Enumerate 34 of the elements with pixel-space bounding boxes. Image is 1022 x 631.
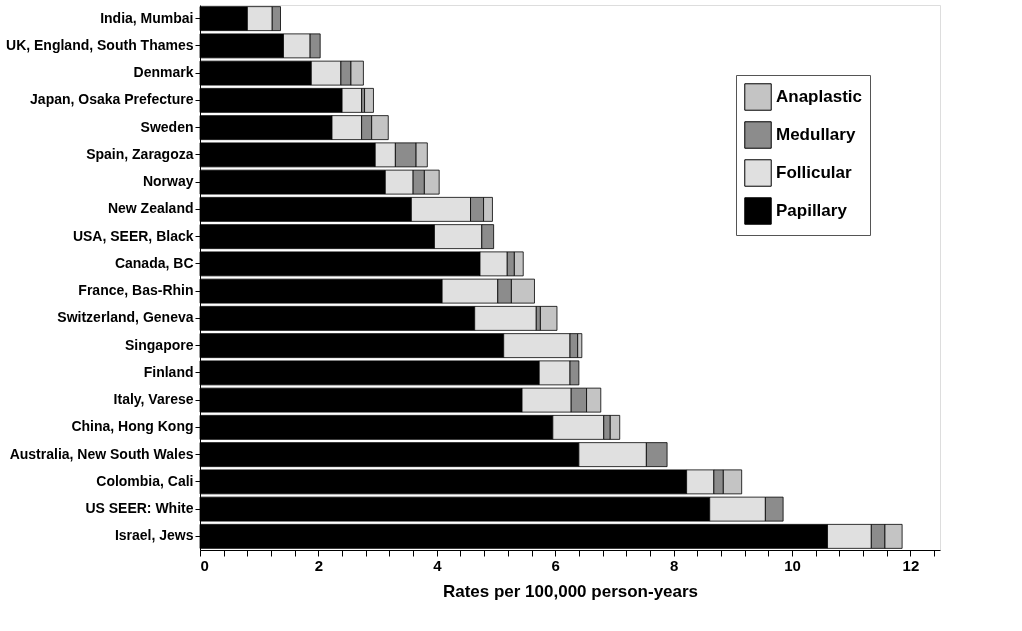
- y-tick-label: Spain, Zaragoza: [86, 145, 194, 162]
- legend-label: Medullary: [776, 125, 856, 144]
- y-tick-label: Japan, Osaka Prefecture: [30, 91, 194, 108]
- x-tick-label: 10: [784, 556, 801, 574]
- x-tick-label: 0: [200, 556, 209, 574]
- bar: [364, 87, 374, 113]
- bar: [540, 305, 558, 331]
- legend-label: Follicular: [776, 163, 852, 182]
- x-tick-label: 4: [433, 556, 443, 574]
- y-tick-label: Sweden: [140, 118, 194, 135]
- y-tick-label: Denmark: [133, 64, 194, 81]
- y-tick-label: Finland: [143, 363, 194, 380]
- y-tick-label: Australia, New South Wales: [9, 445, 194, 462]
- y-tick-label: Italy, Varese: [113, 391, 194, 408]
- y-tick-label: Canada, BC: [114, 254, 194, 271]
- y-tick-label: UK, England, South Thames: [6, 36, 194, 53]
- x-tick-label: 6: [551, 556, 560, 574]
- x-axis-title: Rates per 100,000 person-years: [442, 581, 699, 601]
- y-tick-label: Israel, Jews: [114, 527, 194, 544]
- y-tick-label: India, Mumbai: [100, 9, 194, 26]
- x-tick-label: 12: [902, 556, 920, 574]
- y-tick-label: Switzerland, Geneva: [57, 309, 194, 326]
- x-tick-label: 8: [669, 556, 679, 574]
- y-tick-label: Singapore: [125, 336, 194, 353]
- y-tick-label: New Zealand: [107, 200, 194, 217]
- legend-label: Papillary: [776, 201, 848, 220]
- y-tick-label: Colombia, Cali: [96, 472, 194, 489]
- y-tick-label: US SEER: White: [85, 500, 194, 517]
- y-tick-label: China, Hong Kong: [71, 418, 194, 435]
- y-tick-label: USA, SEER, Black: [72, 227, 194, 244]
- legend-label: Anaplastic: [776, 87, 862, 106]
- y-tick-label: Norway: [142, 173, 194, 190]
- y-tick-label: France, Bas-Rhin: [78, 282, 194, 299]
- x-tick-label: 2: [314, 556, 324, 574]
